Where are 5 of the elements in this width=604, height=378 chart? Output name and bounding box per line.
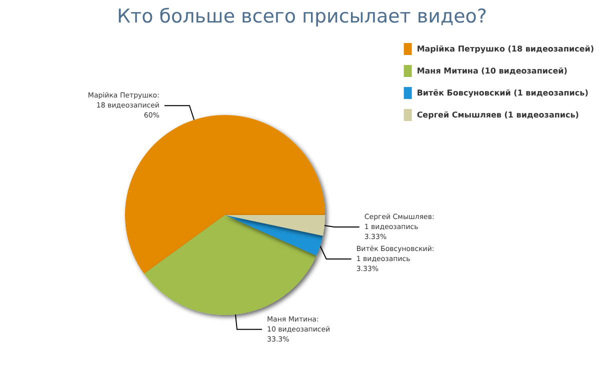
legend-label: Маня Митина (10 видеозаписей): [416, 66, 568, 76]
legend-label: Марійка Петрушко (18 видеозаписей): [416, 44, 594, 54]
legend-label: Сергей Смышляев (1 видеозапись): [416, 110, 579, 120]
legend-label: Витёк Бовсуновский (1 видеозапись): [416, 88, 588, 98]
chart-title: Кто больше всего присылает видео?: [117, 6, 487, 28]
